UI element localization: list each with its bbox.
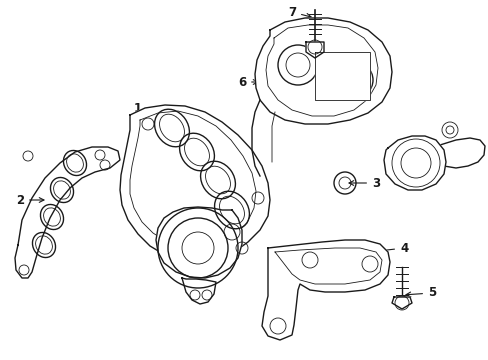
- Text: 6: 6: [237, 76, 258, 89]
- Text: 2: 2: [16, 194, 44, 207]
- Text: 4: 4: [373, 242, 407, 255]
- Text: 5: 5: [405, 287, 435, 300]
- Polygon shape: [314, 52, 369, 100]
- Polygon shape: [383, 136, 445, 190]
- Polygon shape: [305, 42, 324, 58]
- Polygon shape: [254, 18, 391, 124]
- Text: 7: 7: [287, 5, 310, 18]
- Polygon shape: [120, 105, 269, 261]
- Polygon shape: [156, 207, 242, 278]
- Polygon shape: [391, 297, 411, 309]
- Text: 1: 1: [134, 102, 149, 127]
- Text: 3: 3: [348, 176, 379, 189]
- Polygon shape: [439, 138, 484, 168]
- Polygon shape: [262, 240, 389, 340]
- Polygon shape: [182, 278, 216, 304]
- Polygon shape: [15, 147, 120, 278]
